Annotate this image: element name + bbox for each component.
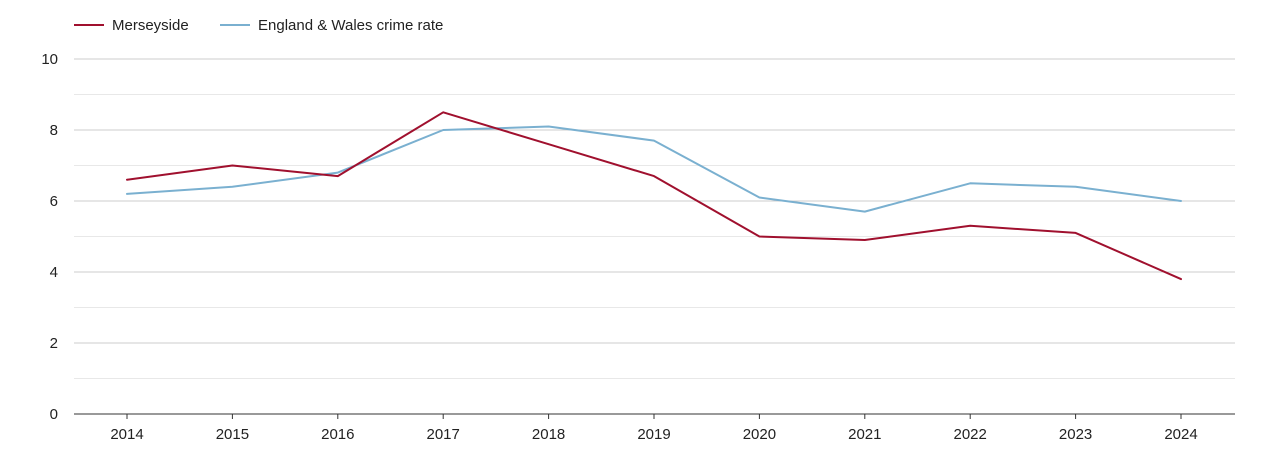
data-point-merseyside[interactable] — [332, 170, 344, 182]
x-tick-label: 2024 — [1164, 426, 1197, 443]
legend-label-merseyside: Merseyside — [112, 17, 189, 34]
x-tick-label: 2017 — [427, 426, 460, 443]
x-tick-label: 2020 — [743, 426, 776, 443]
data-point-merseyside[interactable] — [648, 170, 660, 182]
data-point-england-wales[interactable] — [648, 135, 660, 147]
data-point-england-wales[interactable] — [437, 124, 449, 136]
data-point-england-wales[interactable] — [1070, 181, 1082, 193]
y-axis: 0 2 4 6 8 10 — [41, 51, 58, 423]
gridlines — [74, 58, 1235, 415]
data-point-merseyside[interactable] — [1070, 227, 1082, 239]
data-point-england-wales[interactable] — [543, 120, 555, 132]
y-tick-label: 0 — [50, 406, 58, 423]
x-tick-label: 2018 — [532, 426, 565, 443]
data-point-merseyside[interactable] — [859, 234, 871, 246]
y-tick-label: 2 — [50, 335, 58, 352]
data-point-merseyside[interactable] — [121, 174, 133, 186]
y-tick-label: 6 — [50, 193, 58, 210]
data-point-england-wales[interactable] — [753, 191, 765, 203]
data-point-merseyside[interactable] — [437, 106, 449, 118]
data-point-merseyside[interactable] — [1175, 273, 1187, 285]
legend-item-england-wales[interactable]: England & Wales crime rate — [220, 17, 443, 34]
x-tick-label: 2019 — [637, 426, 670, 443]
x-tick-label: 2023 — [1059, 426, 1092, 443]
legend-item-merseyside[interactable]: Merseyside — [74, 17, 189, 34]
series-line-england-wales[interactable] — [126, 125, 1182, 213]
data-point-england-wales[interactable] — [226, 181, 238, 193]
y-tick-label: 10 — [41, 51, 58, 68]
x-tick-label: 2022 — [954, 426, 987, 443]
x-axis: 2014 2015 2016 2017 2018 2019 2020 2021 2022 2023… — [110, 414, 1198, 443]
data-point-england-wales[interactable] — [1175, 195, 1187, 207]
y-tick-label: 8 — [50, 122, 58, 139]
data-point-england-wales[interactable] — [859, 206, 871, 218]
data-point-merseyside[interactable] — [964, 220, 976, 232]
data-point-merseyside[interactable] — [226, 160, 238, 172]
data-point-merseyside[interactable] — [543, 138, 555, 150]
x-tick-label: 2015 — [216, 426, 249, 443]
legend-label-england-wales: England & Wales crime rate — [258, 17, 443, 34]
x-tick-label: 2016 — [321, 426, 354, 443]
data-point-england-wales[interactable] — [121, 188, 133, 200]
series-line-merseyside[interactable] — [126, 111, 1182, 281]
data-point-merseyside[interactable] — [753, 231, 765, 243]
x-tick-label: 2021 — [848, 426, 881, 443]
legend: Merseyside England & Wales crime rate — [74, 17, 443, 34]
data-point-england-wales[interactable] — [964, 177, 976, 189]
x-tick-label: 2014 — [110, 426, 143, 443]
series-lines — [121, 106, 1187, 285]
y-tick-label: 4 — [50, 264, 58, 281]
